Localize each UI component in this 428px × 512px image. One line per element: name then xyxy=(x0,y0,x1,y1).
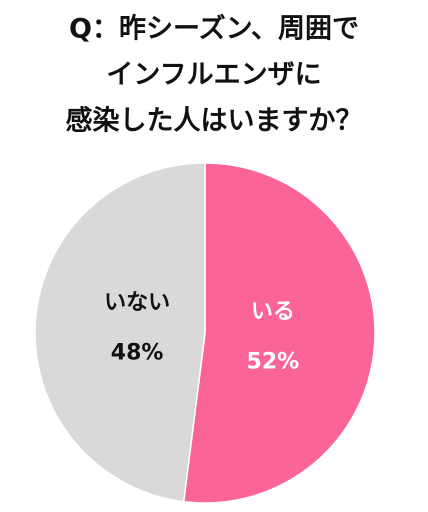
value-label: 52% xyxy=(247,349,300,374)
value-label: 48% xyxy=(111,341,164,366)
pie-slice xyxy=(34,162,206,503)
slice-label: いない xyxy=(104,291,170,316)
slice-label: いる xyxy=(251,299,295,324)
chart-title: Q：昨シーズン、周囲で xyxy=(69,13,359,45)
chart-title: インフルエンザに xyxy=(106,60,321,91)
pie-slice xyxy=(182,162,376,504)
chart-title: 感染した人はいますか？ xyxy=(66,105,363,137)
